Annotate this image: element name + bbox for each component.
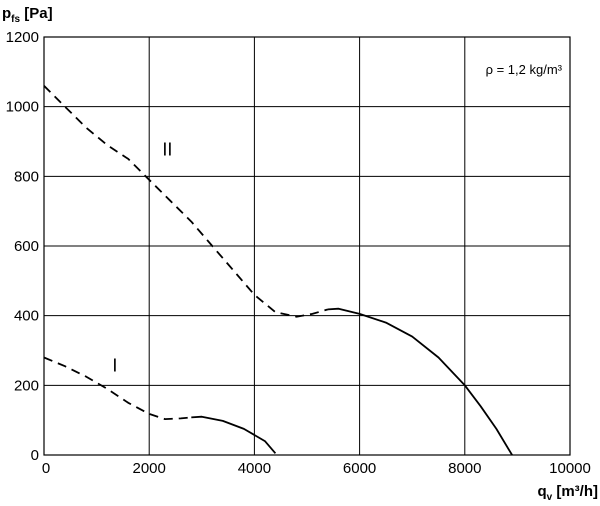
y-tick-label: 400 <box>14 308 39 325</box>
x-tick-label: 4000 <box>238 460 271 477</box>
y-tick-label: 200 <box>14 377 39 394</box>
x-axis-label: qv [m³/h] <box>537 483 598 503</box>
x-tick-label: 8000 <box>448 460 481 477</box>
curve-labels: III <box>112 139 172 375</box>
y-tick-label: 1200 <box>6 29 39 46</box>
y-axis-label: pfs [Pa] <box>2 5 53 25</box>
x-tick-labels: 0 2000 4000 6000 8000 10000 <box>42 460 591 477</box>
x-tick-label: 10000 <box>549 460 591 477</box>
grid <box>43 36 571 456</box>
plot-frame <box>43 36 571 456</box>
curve-ii-solid-segment <box>327 307 513 456</box>
curves <box>43 85 513 456</box>
y-tick-labels: 0 200 400 600 800 1000 1200 <box>6 29 39 464</box>
density-annotation: ρ = 1,2 kg/m³ <box>486 62 563 77</box>
curve-i-solid-segment <box>191 415 277 454</box>
curve-label-ii: II <box>162 139 172 159</box>
y-tick-label: 0 <box>31 447 39 464</box>
x-tick-label: 2000 <box>133 460 166 477</box>
curve-ii-dashed-segment <box>43 85 329 318</box>
x-tick-label: 0 <box>42 460 50 477</box>
plot-border <box>43 36 571 456</box>
curve-label-i: I <box>112 355 117 375</box>
x-tick-label: 6000 <box>343 460 376 477</box>
y-tick-label: 1000 <box>6 99 39 116</box>
curve-i-dashed-segment <box>43 356 192 420</box>
y-tick-label: 800 <box>14 168 39 185</box>
y-tick-label: 600 <box>14 238 39 255</box>
